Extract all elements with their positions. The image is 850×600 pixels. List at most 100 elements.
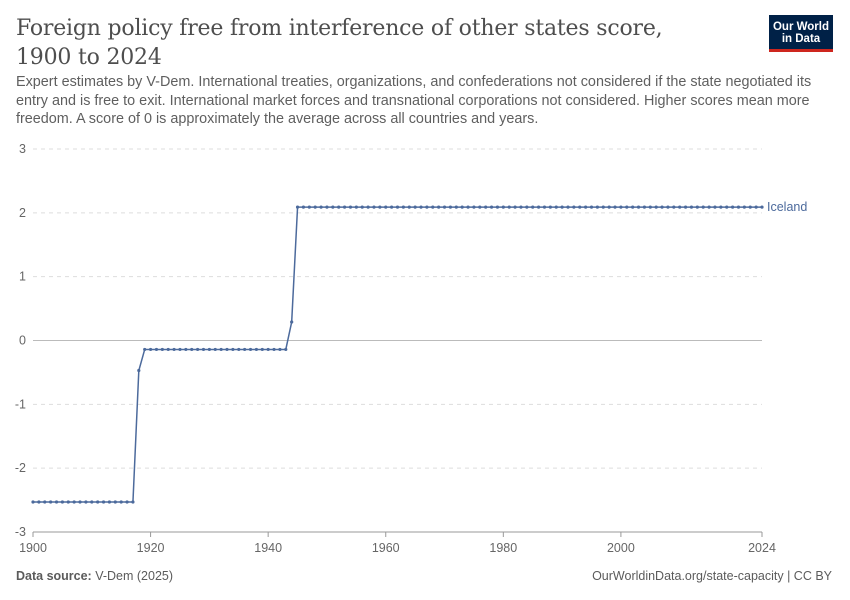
data-point[interactable] — [101, 500, 106, 504]
data-point[interactable] — [489, 205, 494, 209]
data-point[interactable] — [442, 205, 447, 209]
data-point[interactable] — [560, 205, 564, 209]
data-point[interactable] — [290, 320, 294, 324]
data-point[interactable] — [619, 205, 623, 209]
data-point[interactable] — [495, 205, 500, 209]
data-point[interactable] — [648, 205, 652, 209]
data-point[interactable] — [466, 205, 470, 209]
data-point[interactable] — [248, 347, 253, 352]
data-point[interactable] — [437, 205, 441, 209]
data-point[interactable] — [713, 205, 717, 209]
data-point[interactable] — [401, 205, 405, 209]
data-point[interactable] — [542, 205, 547, 209]
series-label-iceland[interactable]: Iceland — [767, 200, 807, 214]
data-point[interactable] — [519, 205, 523, 209]
data-point[interactable] — [595, 205, 599, 209]
data-point[interactable] — [395, 205, 400, 209]
data-point[interactable] — [625, 205, 629, 209]
data-point[interactable] — [454, 205, 458, 209]
data-point[interactable] — [307, 205, 311, 209]
data-point[interactable] — [119, 500, 123, 504]
data-point[interactable] — [672, 205, 676, 209]
source-value[interactable]: V-Dem (2025) — [95, 569, 174, 583]
data-point[interactable] — [219, 347, 223, 352]
data-point[interactable] — [213, 347, 217, 352]
data-point[interactable] — [407, 205, 411, 209]
data-point[interactable] — [284, 347, 288, 352]
data-point[interactable] — [90, 500, 94, 504]
footer-url[interactable]: OurWorldinData.org/state-capacity | CC B… — [592, 569, 832, 583]
data-point[interactable] — [231, 347, 235, 352]
data-point[interactable] — [354, 205, 358, 209]
data-point[interactable] — [319, 205, 323, 209]
data-point[interactable] — [478, 205, 482, 209]
data-point[interactable] — [325, 205, 329, 209]
data-point[interactable] — [413, 205, 417, 209]
data-point[interactable] — [301, 205, 306, 209]
data-point[interactable] — [736, 205, 741, 209]
data-point[interactable] — [166, 347, 170, 352]
data-point[interactable] — [107, 500, 112, 504]
data-point[interactable] — [548, 205, 552, 209]
data-point[interactable] — [37, 500, 41, 504]
data-point[interactable] — [237, 347, 241, 352]
data-point[interactable] — [425, 205, 429, 209]
data-point[interactable] — [54, 500, 59, 504]
data-point[interactable] — [536, 205, 541, 209]
data-point[interactable] — [719, 205, 723, 209]
data-point[interactable] — [678, 205, 682, 209]
data-point[interactable] — [589, 205, 594, 209]
data-point[interactable] — [260, 347, 264, 352]
data-point[interactable] — [742, 205, 746, 209]
data-point[interactable] — [390, 205, 394, 209]
data-point[interactable] — [243, 347, 247, 352]
data-point[interactable] — [331, 205, 335, 209]
data-point[interactable] — [43, 500, 47, 504]
data-point[interactable] — [207, 347, 211, 352]
data-point[interactable] — [72, 500, 76, 504]
data-point[interactable] — [484, 205, 488, 209]
data-point[interactable] — [660, 205, 664, 209]
data-point[interactable] — [378, 205, 382, 209]
data-point[interactable] — [725, 205, 729, 209]
data-point[interactable] — [584, 205, 588, 209]
data-point[interactable] — [225, 347, 229, 352]
data-point[interactable] — [642, 205, 647, 209]
data-point[interactable] — [66, 500, 70, 504]
data-point[interactable] — [578, 205, 582, 209]
data-point[interactable] — [566, 205, 570, 209]
data-point[interactable] — [448, 205, 453, 209]
data-point[interactable] — [31, 500, 35, 504]
data-point[interactable] — [631, 205, 635, 209]
data-point[interactable] — [360, 205, 364, 209]
data-point[interactable] — [113, 500, 117, 504]
data-point[interactable] — [342, 205, 347, 209]
data-point[interactable] — [278, 347, 282, 352]
data-point[interactable] — [372, 205, 376, 209]
data-point[interactable] — [49, 500, 53, 504]
data-point[interactable] — [196, 347, 200, 352]
data-point[interactable] — [160, 347, 164, 352]
data-point[interactable] — [507, 205, 511, 209]
data-point[interactable] — [431, 205, 435, 209]
data-point[interactable] — [266, 347, 270, 352]
data-point[interactable] — [760, 205, 764, 209]
data-point[interactable] — [96, 500, 100, 504]
data-point[interactable] — [84, 500, 88, 504]
data-point[interactable] — [683, 205, 688, 209]
data-point[interactable] — [731, 205, 735, 209]
data-point[interactable] — [607, 205, 611, 209]
data-point[interactable] — [472, 205, 476, 209]
data-point[interactable] — [366, 205, 370, 209]
data-point[interactable] — [254, 347, 259, 352]
data-point[interactable] — [754, 205, 758, 209]
data-point[interactable] — [313, 205, 317, 209]
data-point[interactable] — [384, 205, 388, 209]
data-point[interactable] — [348, 205, 353, 209]
data-point[interactable] — [513, 205, 517, 209]
data-point[interactable] — [636, 205, 641, 209]
data-point[interactable] — [60, 500, 64, 504]
data-point[interactable] — [184, 347, 188, 352]
data-point[interactable] — [601, 205, 605, 209]
data-point[interactable] — [689, 205, 694, 209]
